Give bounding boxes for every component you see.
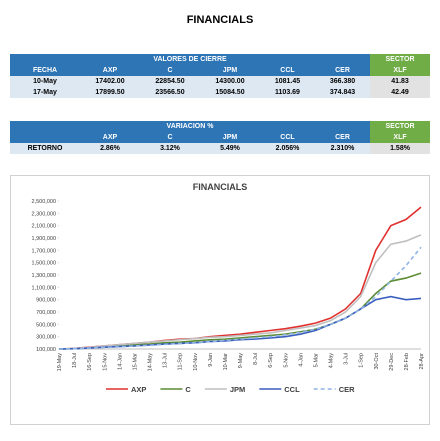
table-cell: RETORNO — [10, 143, 80, 154]
x-tick-label: 18-Jul — [72, 353, 78, 368]
group-header: VARIACION % — [10, 121, 371, 132]
x-tick-label: 5-Mar — [313, 353, 319, 368]
x-tick-label: 5-Nov — [283, 353, 289, 368]
table-cell: 23566.50 — [140, 87, 200, 98]
legend-label: JPM — [230, 385, 245, 394]
page-title: FINANCIALS — [186, 14, 254, 26]
y-tick-label: 700,000 — [36, 310, 56, 316]
y-tick-label: 1,100,000 — [32, 285, 56, 291]
legend-label: CER — [339, 385, 355, 394]
series-line — [58, 295, 422, 350]
column-header: XLF — [370, 132, 431, 143]
column-header: AXP — [80, 65, 140, 76]
group-header: VALORES DE CIERRE — [10, 54, 371, 65]
x-tick-label: 6-Sep — [268, 353, 274, 368]
x-tick-label: 30-Oct — [374, 353, 380, 370]
x-tick-label: 14-May — [148, 353, 154, 372]
y-tick-label: 2,500,000 — [32, 199, 56, 205]
closing-table: VALORES DE CIERRE SECTOR FECHA AXP C JPM CCL C… — [10, 54, 431, 98]
return-table: VARIACION % SECTOR AXP C JPM CCL CER XLF RETOR… — [10, 121, 431, 154]
table-cell: 2.86% — [80, 143, 140, 154]
y-tick-label: 1,500,000 — [32, 261, 56, 267]
x-tick-label: 28-Feb — [404, 353, 410, 370]
column-header: FECHA — [10, 65, 80, 76]
y-tick-label: 900,000 — [36, 298, 56, 304]
table-cell: 1.58% — [370, 143, 431, 154]
table-cell: 3.12% — [140, 143, 200, 154]
column-header: CER — [315, 65, 371, 76]
table-cell: 41.83 — [370, 76, 431, 87]
blank-header — [10, 132, 80, 143]
table-cell: 5.49% — [200, 143, 260, 154]
x-tick-label: 9-Jan — [208, 353, 214, 367]
legend-label: AXP — [131, 385, 146, 394]
chart-frame: FINANCIALS 100,000 300,000 500,000 700,000 9… — [10, 175, 430, 425]
column-header: CCL — [260, 132, 315, 143]
sector-header: SECTOR — [370, 121, 431, 132]
column-header: XLF — [370, 65, 431, 76]
table-cell: 1081.45 — [260, 76, 315, 87]
column-header: C — [140, 65, 200, 76]
column-header: CCL — [260, 65, 315, 76]
legend-label: CCL — [284, 385, 300, 394]
table-cell: 22854.50 — [140, 76, 200, 87]
x-tick-label: 15-Nov — [102, 353, 108, 371]
x-tick-label: 8-Jul — [253, 353, 259, 365]
y-tick-label: 300,000 — [36, 335, 56, 341]
table-cell: 366.380 — [315, 76, 371, 87]
column-header: AXP — [80, 132, 140, 143]
x-tick-label: 3-Jul — [344, 353, 350, 365]
y-tick-label: 1,300,000 — [32, 273, 56, 279]
table-cell: 15084.50 — [200, 87, 260, 98]
y-tick-label: 1,900,000 — [32, 236, 56, 242]
series-line — [58, 206, 422, 350]
legend-label: C — [185, 385, 191, 394]
column-header: JPM — [200, 132, 260, 143]
sector-header: SECTOR — [370, 54, 431, 65]
column-header: C — [140, 132, 200, 143]
table-cell: 2.056% — [260, 143, 315, 154]
x-tick-label: 19-May — [57, 353, 63, 372]
x-tick-label: 29-Dec — [389, 353, 395, 371]
column-header: CER — [315, 132, 371, 143]
column-header: JPM — [200, 65, 260, 76]
x-tick-label: 14-Jan — [117, 353, 123, 370]
y-tick-label: 2,300,000 — [32, 211, 56, 217]
table-row: 10-May 17402.00 22854.50 14300.00 1081.45 366… — [10, 76, 431, 87]
x-tick-label: 28-Apr — [419, 353, 425, 370]
x-tick-label: 1-Sep — [359, 353, 365, 368]
table-row: 17-May 17899.50 23566.50 15084.50 1103.69 374… — [10, 87, 431, 98]
y-tick-label: 1,700,000 — [32, 248, 56, 254]
x-tick-label: 4-May — [329, 353, 335, 369]
x-tick-label: 11-Sep — [178, 353, 184, 370]
table-cell: 2.310% — [315, 143, 371, 154]
table-cell: 1103.69 — [260, 87, 315, 98]
chart: FINANCIALS 100,000 300,000 500,000 700,000 9… — [32, 182, 425, 394]
y-tick-label: 2,100,000 — [32, 224, 56, 230]
x-tick-label: 9-May — [238, 353, 244, 369]
table-row: RETORNO 2.86% 3.12% 5.49% 2.056% 2.310% 1.58% — [10, 143, 431, 154]
table-cell: 374.843 — [315, 87, 371, 98]
series-line — [58, 234, 422, 350]
y-tick-label: 100,000 — [36, 347, 56, 353]
x-tick-label: 10-Mar — [223, 353, 229, 371]
chart-title: FINANCIALS — [193, 182, 248, 192]
x-tick-label: 4-Jan — [298, 353, 304, 367]
y-tick-label: 500,000 — [36, 322, 56, 328]
table-cell: 10-May — [10, 76, 80, 87]
x-tick-label: 10-Nov — [193, 353, 199, 371]
table-cell: 17899.50 — [80, 87, 140, 98]
table-cell: 17-May — [10, 87, 80, 98]
x-tick-label: 16-Sep — [87, 353, 93, 371]
x-tick-label: 15-Mar — [132, 353, 138, 371]
table-cell: 42.49 — [370, 87, 431, 98]
table-cell: 14300.00 — [200, 76, 260, 87]
table-cell: 17402.00 — [80, 76, 140, 87]
x-tick-label: 13-Jul — [163, 353, 169, 368]
